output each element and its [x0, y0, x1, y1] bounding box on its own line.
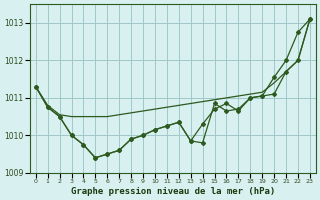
- X-axis label: Graphe pression niveau de la mer (hPa): Graphe pression niveau de la mer (hPa): [71, 187, 275, 196]
